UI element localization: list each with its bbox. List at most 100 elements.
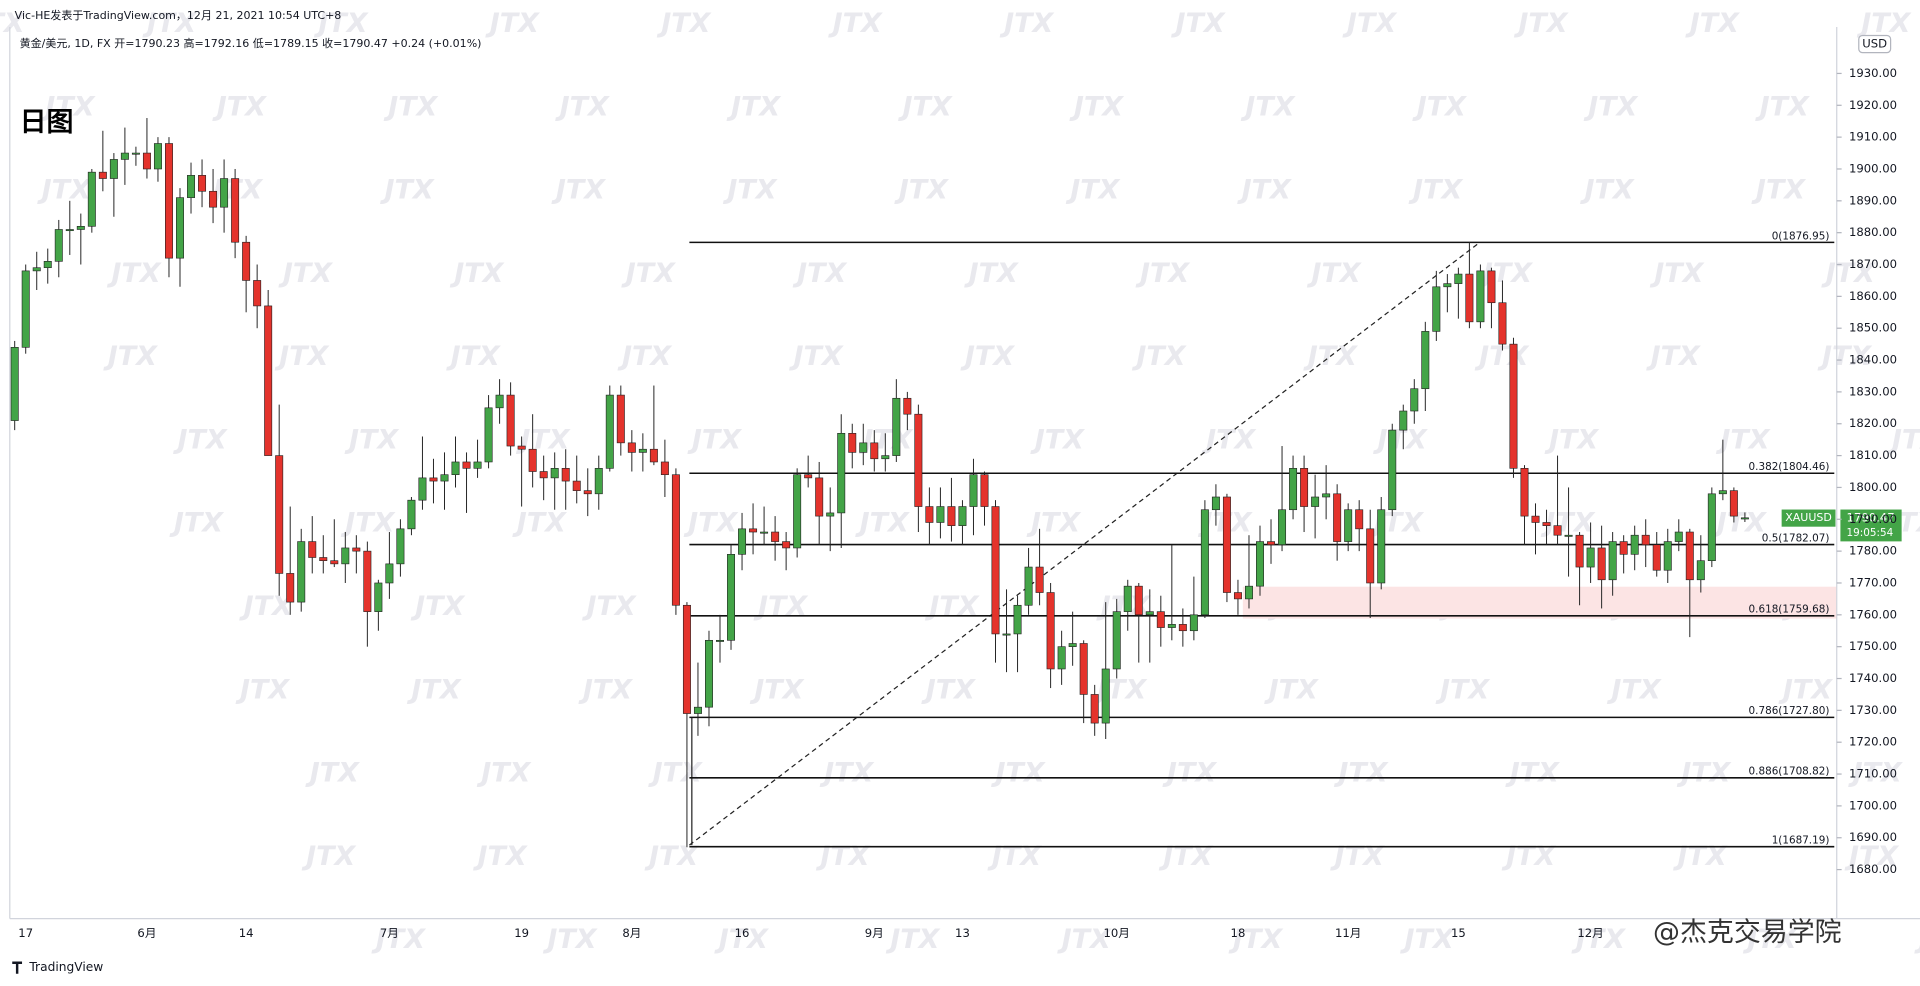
candle-body (859, 442, 868, 453)
candle-body (925, 506, 934, 523)
candle-body (1233, 592, 1242, 600)
fib-label: 0.5(1782.07) (1762, 532, 1830, 544)
watermark: JTX (212, 91, 267, 122)
candle-body (297, 541, 306, 603)
candle-body (980, 474, 989, 507)
y-tick-label: 1790.00 (1849, 512, 1897, 526)
watermark: JTX (1201, 424, 1256, 455)
watermark: JTX (960, 341, 1015, 372)
candle-body (1112, 611, 1121, 670)
candle-body (286, 573, 295, 603)
candle-body (1564, 534, 1573, 537)
watermark: JTX (542, 924, 597, 955)
x-tick-label: 19 (514, 926, 529, 940)
candle-body (1575, 534, 1584, 568)
watermark: JTX (1478, 258, 1533, 289)
watermark: JTX (344, 424, 399, 455)
watermark: JTX (897, 91, 952, 122)
candle-body (308, 541, 317, 558)
watermark: JTX (1579, 175, 1634, 206)
y-tick-label: 1680.00 (1849, 862, 1897, 876)
watermark: JTX (278, 258, 333, 289)
candle-body (10, 347, 19, 421)
watermark: JTX (617, 341, 672, 372)
watermark: JTX (239, 591, 294, 622)
candle-body (749, 528, 758, 533)
watermark: JTX (37, 175, 92, 206)
y-tick-label: 1920.00 (1849, 98, 1897, 112)
candle-body (1123, 585, 1132, 612)
watermark: JTX (274, 341, 329, 372)
candle-body (220, 178, 229, 208)
watermark: JTX (819, 758, 874, 789)
candle-body (539, 471, 548, 479)
watermark: JTX (1673, 841, 1728, 872)
candle-body (1222, 496, 1231, 593)
candle-body (594, 468, 603, 495)
candle-body (550, 468, 559, 479)
watermark: JTX (473, 841, 528, 872)
trend-line (689, 243, 1479, 846)
watermark: JTX (1821, 258, 1876, 289)
watermark: JTX (858, 424, 913, 455)
fib-label: 0(1876.95) (1772, 230, 1830, 242)
watermark: JTX (551, 175, 606, 206)
watermark: JTX (894, 175, 949, 206)
candle-body (1454, 273, 1463, 284)
watermark: JTX (1676, 758, 1731, 789)
y-tick-label: 1880.00 (1849, 225, 1897, 239)
candle-body (1586, 547, 1595, 568)
watermark: JTX (1171, 8, 1226, 39)
candle-body (870, 442, 879, 460)
candle-body (1300, 468, 1309, 507)
watermark: JTX (683, 508, 738, 539)
candle-body (231, 178, 240, 243)
symbol-tag-text: XAUUSD (1785, 511, 1832, 524)
watermark: JTX (1474, 341, 1529, 372)
candle-body (671, 474, 680, 606)
watermark: JTX (749, 674, 804, 705)
candle-body (1333, 493, 1342, 542)
watermark: JTX (1778, 674, 1833, 705)
watermark: JTX (301, 841, 356, 872)
watermark: JTX (340, 508, 395, 539)
candle-body (330, 560, 339, 565)
currency: USD (1862, 37, 1887, 51)
price-tag-text: 1790.47 (1847, 511, 1895, 525)
candle-body (1366, 528, 1375, 584)
watermark: JTX (1228, 924, 1283, 955)
candle-body (341, 547, 350, 565)
candle-body (1145, 611, 1154, 616)
y-tick-label: 1690.00 (1849, 830, 1897, 844)
candle-body (1729, 490, 1738, 517)
watermark: JTX (1237, 175, 1292, 206)
candle-body (1641, 534, 1650, 546)
candle-body (131, 152, 140, 155)
candle-body (760, 531, 769, 534)
candle-body (1289, 468, 1298, 511)
watermark: JTX (1030, 424, 1085, 455)
candle-body (1509, 343, 1518, 469)
candle-body (1718, 490, 1727, 495)
fib-label: 0.382(1804.46) (1749, 461, 1830, 473)
candle-body (462, 461, 471, 469)
watermark: JTX (173, 424, 228, 455)
watermark: JTX (1435, 674, 1490, 705)
candle-body (1465, 273, 1474, 323)
candle-body (396, 528, 405, 565)
watermark: JTX (644, 841, 699, 872)
watermark: JTX (1817, 341, 1872, 372)
candle-body (947, 506, 956, 526)
candle-body (1663, 541, 1672, 571)
candle-body (374, 582, 383, 612)
candle-body (1432, 286, 1441, 332)
candle-body (660, 461, 669, 476)
watermark: JTX (1856, 8, 1911, 39)
candle-body (495, 394, 504, 409)
candle-body (209, 190, 218, 208)
x-tick-label: 11月 (1335, 926, 1361, 940)
x-tick-label: 7月 (380, 926, 399, 940)
fib-label: 0.786(1727.80) (1749, 705, 1830, 717)
candle-body (43, 261, 52, 269)
candle-body (1674, 531, 1683, 542)
